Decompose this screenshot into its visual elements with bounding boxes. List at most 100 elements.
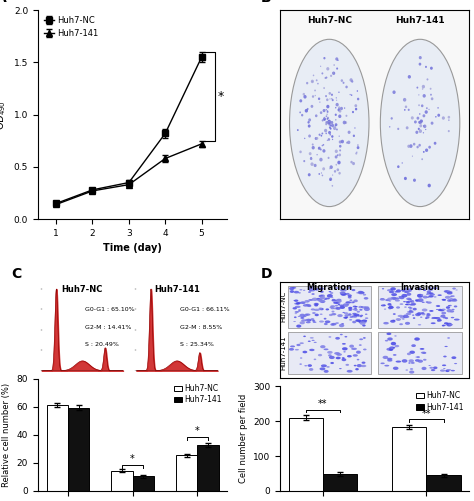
Ellipse shape bbox=[328, 291, 331, 292]
Ellipse shape bbox=[310, 162, 314, 166]
Ellipse shape bbox=[393, 367, 399, 370]
Ellipse shape bbox=[410, 301, 412, 302]
Ellipse shape bbox=[425, 317, 429, 319]
Ellipse shape bbox=[315, 114, 318, 117]
Ellipse shape bbox=[431, 97, 433, 100]
Ellipse shape bbox=[315, 137, 317, 140]
Ellipse shape bbox=[390, 320, 395, 323]
Ellipse shape bbox=[400, 316, 405, 319]
Ellipse shape bbox=[302, 93, 305, 96]
Ellipse shape bbox=[420, 317, 422, 318]
Ellipse shape bbox=[387, 298, 392, 301]
Ellipse shape bbox=[328, 138, 330, 141]
Ellipse shape bbox=[388, 307, 390, 308]
Ellipse shape bbox=[326, 77, 328, 79]
Ellipse shape bbox=[445, 370, 449, 372]
Text: G2-M : 14.41%: G2-M : 14.41% bbox=[85, 325, 132, 330]
Ellipse shape bbox=[415, 131, 419, 134]
Ellipse shape bbox=[422, 309, 428, 312]
Ellipse shape bbox=[356, 292, 359, 294]
Ellipse shape bbox=[361, 306, 366, 309]
Ellipse shape bbox=[349, 316, 353, 318]
Ellipse shape bbox=[338, 115, 341, 118]
Ellipse shape bbox=[328, 120, 331, 123]
Ellipse shape bbox=[349, 319, 352, 321]
Ellipse shape bbox=[320, 288, 323, 290]
Ellipse shape bbox=[362, 362, 365, 364]
Ellipse shape bbox=[308, 121, 310, 124]
Text: **: ** bbox=[318, 399, 328, 409]
Ellipse shape bbox=[293, 300, 295, 301]
Ellipse shape bbox=[410, 300, 414, 302]
Ellipse shape bbox=[393, 347, 395, 348]
Ellipse shape bbox=[300, 314, 305, 317]
Ellipse shape bbox=[420, 294, 423, 296]
Ellipse shape bbox=[428, 184, 431, 187]
Ellipse shape bbox=[428, 295, 434, 298]
Ellipse shape bbox=[440, 310, 444, 312]
Ellipse shape bbox=[296, 302, 300, 305]
Bar bbox=[176, 455, 197, 491]
Ellipse shape bbox=[387, 358, 392, 360]
Ellipse shape bbox=[298, 309, 301, 311]
Ellipse shape bbox=[319, 367, 325, 370]
Ellipse shape bbox=[311, 146, 315, 149]
Ellipse shape bbox=[426, 301, 428, 303]
Ellipse shape bbox=[442, 299, 446, 301]
Ellipse shape bbox=[320, 135, 322, 137]
Ellipse shape bbox=[352, 289, 356, 291]
Ellipse shape bbox=[346, 86, 348, 88]
Ellipse shape bbox=[294, 300, 298, 302]
Ellipse shape bbox=[353, 306, 357, 308]
Ellipse shape bbox=[389, 346, 395, 350]
Ellipse shape bbox=[349, 78, 353, 82]
Ellipse shape bbox=[314, 90, 316, 91]
Ellipse shape bbox=[331, 124, 334, 127]
Ellipse shape bbox=[325, 298, 330, 300]
Ellipse shape bbox=[434, 296, 437, 298]
Ellipse shape bbox=[346, 115, 347, 117]
Ellipse shape bbox=[300, 289, 302, 291]
Ellipse shape bbox=[328, 121, 330, 124]
Ellipse shape bbox=[417, 117, 419, 120]
Ellipse shape bbox=[328, 121, 330, 124]
Ellipse shape bbox=[407, 289, 412, 292]
Ellipse shape bbox=[336, 353, 342, 356]
Ellipse shape bbox=[418, 128, 420, 130]
Ellipse shape bbox=[336, 129, 338, 130]
Ellipse shape bbox=[405, 322, 410, 325]
Ellipse shape bbox=[365, 314, 367, 315]
Ellipse shape bbox=[295, 311, 299, 313]
Ellipse shape bbox=[346, 301, 351, 304]
Ellipse shape bbox=[409, 311, 414, 313]
Ellipse shape bbox=[348, 309, 352, 311]
Ellipse shape bbox=[306, 82, 308, 84]
Ellipse shape bbox=[335, 107, 337, 109]
Ellipse shape bbox=[327, 110, 328, 112]
Ellipse shape bbox=[346, 293, 350, 295]
Ellipse shape bbox=[331, 98, 333, 100]
Ellipse shape bbox=[431, 317, 435, 319]
Ellipse shape bbox=[352, 111, 354, 113]
Ellipse shape bbox=[393, 313, 396, 315]
Ellipse shape bbox=[329, 134, 331, 136]
Ellipse shape bbox=[419, 121, 422, 124]
Ellipse shape bbox=[335, 114, 337, 116]
Ellipse shape bbox=[346, 142, 348, 144]
Ellipse shape bbox=[298, 292, 301, 294]
Ellipse shape bbox=[325, 123, 328, 125]
Bar bbox=[392, 427, 427, 491]
Ellipse shape bbox=[352, 302, 355, 303]
Ellipse shape bbox=[386, 333, 392, 335]
Ellipse shape bbox=[403, 98, 406, 102]
Ellipse shape bbox=[449, 324, 453, 326]
Ellipse shape bbox=[450, 310, 454, 313]
Text: Huh7-NC: Huh7-NC bbox=[62, 285, 103, 294]
Ellipse shape bbox=[361, 365, 366, 367]
Ellipse shape bbox=[422, 352, 426, 354]
Ellipse shape bbox=[415, 299, 419, 302]
Y-axis label: Cell number per field: Cell number per field bbox=[238, 394, 247, 483]
Ellipse shape bbox=[307, 304, 311, 306]
Ellipse shape bbox=[300, 364, 302, 365]
Ellipse shape bbox=[314, 305, 318, 307]
